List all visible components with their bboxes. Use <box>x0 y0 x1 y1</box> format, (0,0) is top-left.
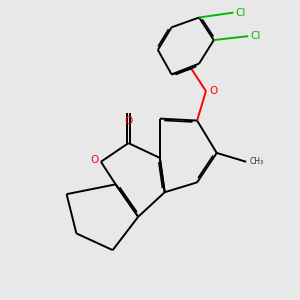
Text: Cl: Cl <box>236 8 246 18</box>
Text: Cl: Cl <box>250 31 261 41</box>
Text: CH₃: CH₃ <box>249 157 263 166</box>
Text: O: O <box>90 155 99 165</box>
Text: O: O <box>124 116 133 126</box>
Text: O: O <box>209 86 218 96</box>
